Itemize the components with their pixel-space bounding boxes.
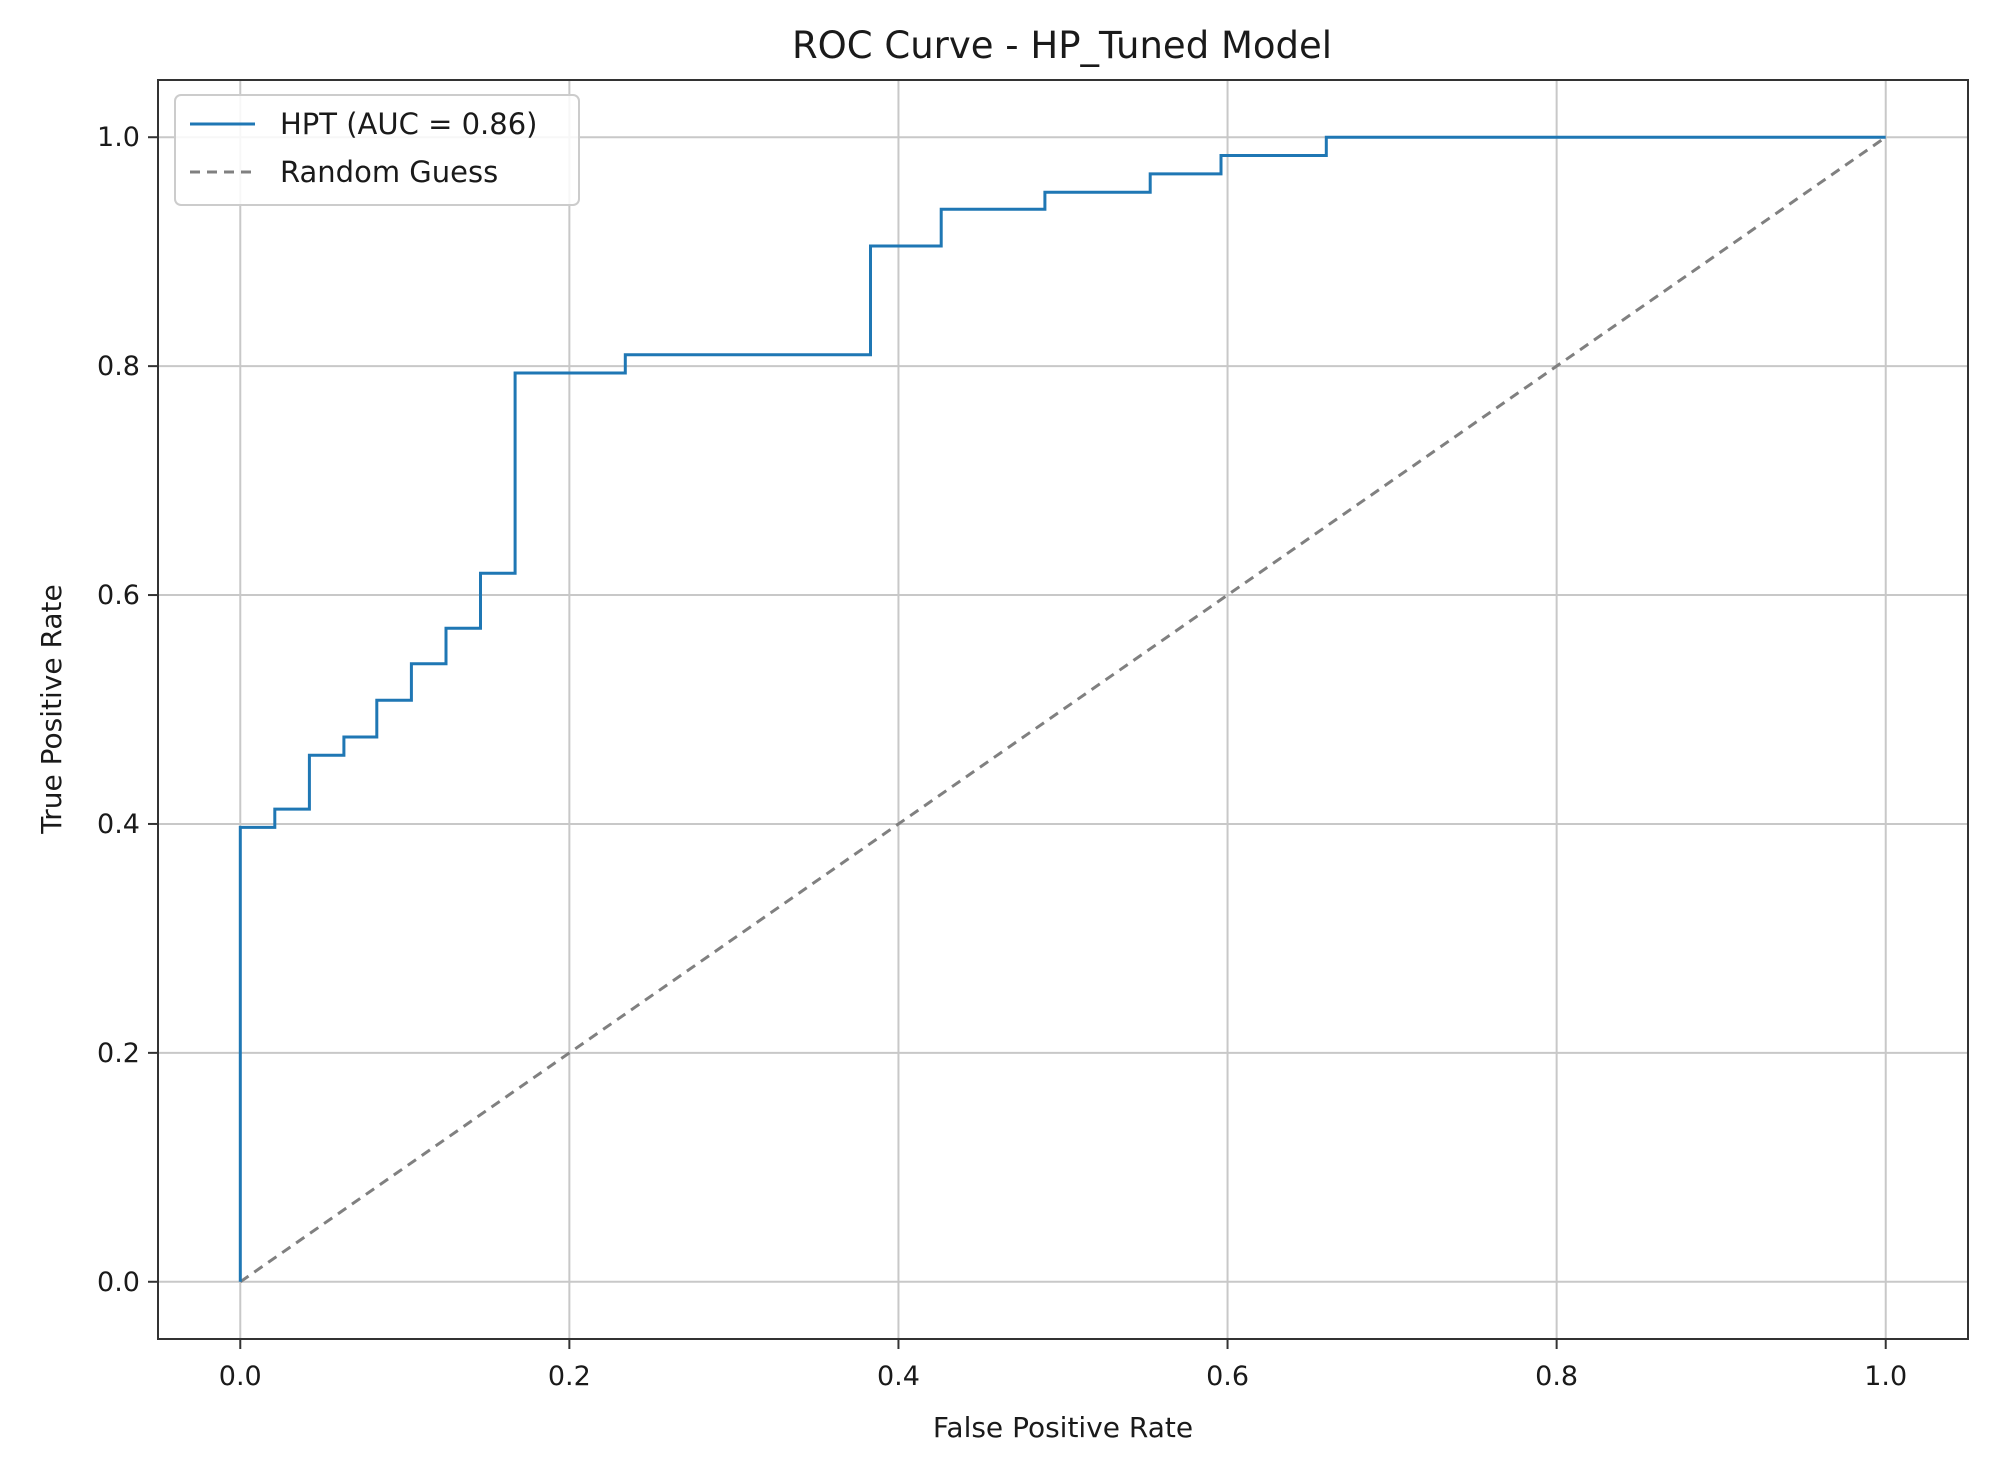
series-line-random-guess	[239, 135, 1887, 1284]
x-tick-label: 0.0	[219, 1361, 262, 1392]
x-axis-label: False Positive Rate	[933, 1411, 1193, 1444]
chart-title: ROC Curve - HP_Tuned Model	[792, 24, 1332, 67]
series-layer	[238, 135, 1887, 1284]
x-tick-label: 0.2	[548, 1361, 591, 1392]
plot-frame	[157, 79, 1969, 1340]
y-tick-label: 0.6	[97, 580, 140, 611]
y-tick-label: 1.0	[97, 122, 140, 153]
x-tick-label: 0.8	[1535, 1361, 1578, 1392]
series-line-hpt	[238, 135, 1886, 1282]
grid	[158, 80, 1968, 1339]
x-tick-label: 0.4	[877, 1361, 920, 1392]
y-axis-label: True Positive Rate	[35, 584, 68, 834]
y-tick-label: 0.0	[97, 1267, 140, 1298]
legend-label-hpt: HPT (AUC = 0.86)	[280, 107, 537, 141]
legend: HPT (AUC = 0.86) Random Guess	[174, 94, 580, 206]
y-tick-label: 0.2	[97, 1038, 140, 1069]
x-tick-label: 0.6	[1206, 1361, 1249, 1392]
legend-box	[174, 94, 580, 206]
y-tick-label: 0.4	[97, 809, 140, 840]
ticks: 0.0 0.2 0.4 0.6 0.8 1.0 0.0 0.2 0.4 0.6 0.8 1.0	[97, 122, 1907, 1392]
legend-label-random-guess: Random Guess	[280, 155, 498, 189]
x-tick-label: 1.0	[1864, 1361, 1907, 1392]
y-tick-label: 0.8	[97, 351, 140, 382]
